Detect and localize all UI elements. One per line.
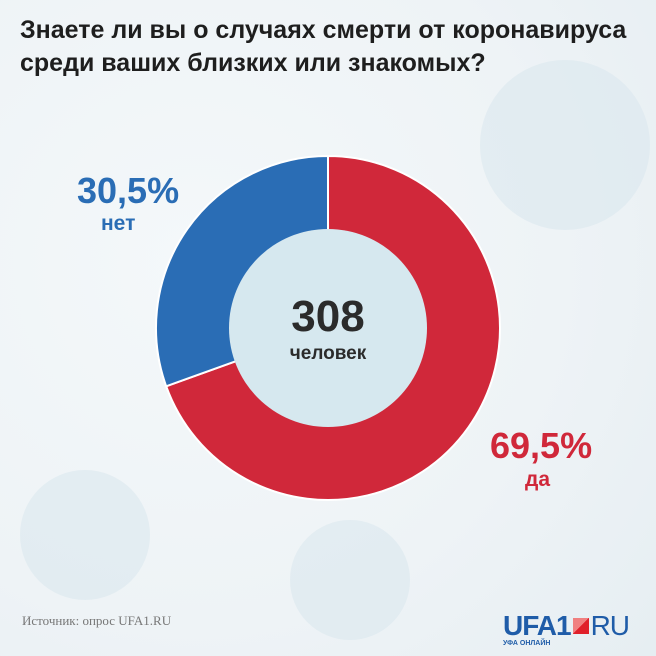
slice-no-label: нет	[101, 212, 136, 235]
logo-ru: RU	[590, 610, 630, 641]
center-value: 308	[291, 292, 365, 341]
logo-subtitle: УФА ОНЛАЙН	[503, 640, 551, 647]
slice-yes-percent: 69,5%	[490, 425, 593, 466]
donut-center	[229, 229, 427, 427]
slice-no-percent: 30,5%	[77, 170, 180, 211]
center-label: человек	[289, 343, 367, 364]
virus-decoration	[480, 60, 650, 230]
logo-square-icon	[572, 618, 589, 634]
virus-decoration	[290, 520, 410, 640]
logo-main: UFA1	[503, 610, 572, 641]
source-note: Источник: опрос UFA1.RU	[22, 613, 172, 628]
chart-title: Знаете ли вы о случаях смерти от коронав…	[20, 16, 627, 77]
ufa1-logo: UFA1 RU УФА ОНЛАЙН	[503, 610, 630, 647]
virus-decoration	[20, 470, 150, 600]
slice-yes-label: да	[525, 468, 551, 491]
